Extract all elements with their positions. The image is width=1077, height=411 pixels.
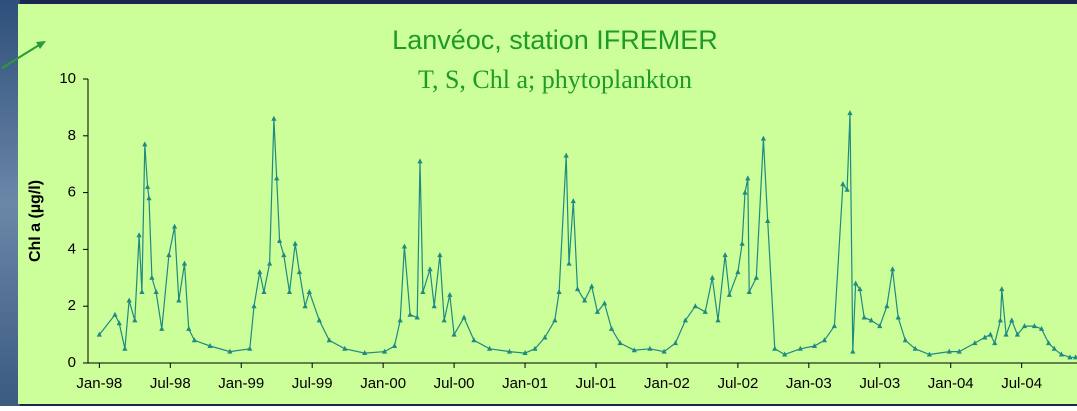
x-tick-label: Jul-00 [434,375,475,392]
x-tick-label: Jul-98 [150,375,191,392]
y-tick-label: 0 [68,354,76,371]
x-tick-label: Jul-03 [859,375,900,392]
x-tick-label: Jan-98 [76,375,122,392]
x-tick-label: Jan-01 [502,375,548,392]
x-tick-label: Jul-99 [292,375,333,392]
x-tick-label: Jan-04 [928,375,974,392]
y-tick-label: 10 [59,70,76,87]
y-tick-label: 2 [68,297,76,314]
x-tick-label: Jul-04 [1001,375,1042,392]
x-tick-label: Jan-03 [786,375,832,392]
x-tick-label: Jul-01 [576,375,617,392]
sea-strip [0,0,20,406]
chart: Lanvéoc, station IFREMER T, S, Chl a; ph… [0,0,1077,406]
y-axis-label: Chl a (µg/l) [27,180,44,262]
chart-subtitle: T, S, Chl a; phytoplankton [418,65,692,94]
x-tick-label: Jul-02 [717,375,758,392]
x-tick-label: Jan-99 [218,375,264,392]
x-tick-label: Jan-00 [360,375,406,392]
x-tick-label: Jan-02 [644,375,690,392]
y-tick-label: 4 [68,240,76,257]
chart-title: Lanvéoc, station IFREMER [392,25,718,55]
y-tick-label: 8 [68,127,76,144]
y-tick-label: 6 [68,184,76,201]
